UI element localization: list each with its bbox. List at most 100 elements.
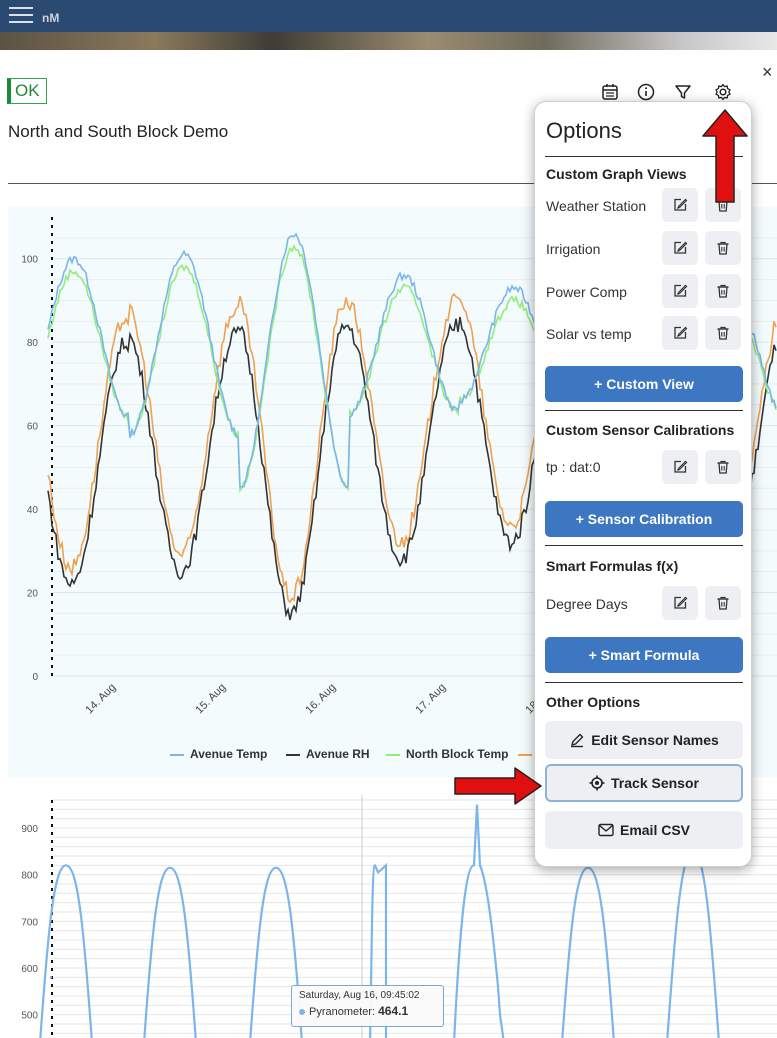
series-line	[143, 866, 197, 1038]
edit-graph-view-button[interactable]	[662, 274, 698, 308]
chart-legend: Avenue Temp Avenue RH North Block Temp	[8, 745, 777, 763]
chart-plot-area[interactable]: 500 600 700 800 900	[8, 790, 777, 1038]
header-banner-image	[0, 32, 777, 50]
trash-icon	[717, 241, 729, 255]
hamburger-menu-icon[interactable]	[9, 7, 33, 25]
edit-icon	[674, 326, 688, 339]
crosshair-icon	[589, 775, 605, 791]
status-badge: OK	[7, 78, 47, 104]
calibration-label: tp : dat:0	[546, 459, 601, 475]
series-dot-icon	[299, 1009, 305, 1016]
mail-icon	[598, 824, 614, 837]
edit-graph-view-button[interactable]	[662, 316, 698, 350]
legend-item[interactable]: Avenue RH	[286, 745, 370, 763]
graph-view-label: Solar vs temp	[546, 326, 632, 342]
tooltip-date: Saturday, Aug 16, 09:45:02	[299, 990, 420, 1001]
y-tick-label: 60	[27, 422, 39, 433]
edit-icon	[674, 596, 688, 609]
section-divider	[545, 156, 743, 157]
trash-icon	[717, 326, 729, 340]
other-options-heading: Other Options	[546, 694, 641, 710]
edit-calibration-button[interactable]	[662, 450, 698, 484]
y-tick-label: 100	[21, 255, 38, 266]
top-nav-bar: nM	[0, 0, 777, 32]
sensor-calibrations-heading: Custom Sensor Calibrations	[546, 422, 735, 438]
legend-label: Avenue RH	[306, 747, 370, 761]
edit-icon	[674, 460, 688, 473]
x-tick-label: 15. Aug	[193, 681, 228, 716]
delete-graph-view-button[interactable]	[705, 316, 741, 350]
page-title: North and South Block Demo	[8, 122, 229, 141]
graph-view-label: Weather Station	[546, 198, 647, 214]
brand-name: nM	[42, 11, 60, 25]
info-icon[interactable]	[636, 82, 656, 102]
y-tick-label: 20	[27, 589, 39, 600]
legend-item[interactable]	[518, 745, 538, 763]
legend-swatch	[286, 753, 300, 756]
graph-view-label: Irrigation	[546, 241, 601, 257]
add-smart-formula-button[interactable]: + Smart Formula	[545, 637, 743, 673]
series-line	[249, 866, 303, 1038]
edit-icon	[674, 241, 688, 254]
chart-tooltip: Saturday, Aug 16, 09:45:02 Pyranometer: …	[291, 985, 444, 1027]
delete-formula-button[interactable]	[705, 586, 741, 620]
tooltip-series: Pyranometer	[309, 1006, 372, 1018]
track-sensor-button[interactable]: Track Sensor	[545, 764, 743, 802]
series-line	[39, 864, 93, 1038]
options-panel: Options Custom Graph Views Weather Stati…	[534, 101, 752, 867]
section-divider	[545, 682, 743, 683]
trash-icon	[717, 596, 729, 610]
filter-icon[interactable]	[673, 82, 693, 102]
section-divider	[545, 545, 743, 546]
trash-icon	[717, 284, 729, 298]
graph-view-label: Power Comp	[546, 284, 627, 300]
custom-graph-views-heading: Custom Graph Views	[546, 166, 687, 182]
red-arrow-right-annotation	[454, 767, 542, 805]
close-icon[interactable]: ×	[762, 62, 773, 82]
options-title: Options	[546, 118, 622, 143]
add-sensor-calibration-button[interactable]: + Sensor Calibration	[545, 501, 743, 537]
edit-sensor-names-label: Edit Sensor Names	[591, 732, 719, 748]
legend-swatch	[518, 753, 532, 756]
y-tick-label: 900	[21, 824, 38, 835]
y-tick-label: 0	[32, 672, 38, 683]
edit-icon	[674, 198, 688, 211]
legend-item[interactable]: Avenue Temp	[170, 745, 267, 763]
y-tick-label: 40	[27, 505, 39, 516]
section-divider	[545, 410, 743, 411]
red-arrow-up-annotation	[702, 109, 748, 203]
tooltip-value: 464.1	[378, 1004, 409, 1018]
series-line	[453, 804, 505, 1038]
edit-sensor-names-button[interactable]: Edit Sensor Names	[545, 721, 743, 759]
trash-icon	[717, 460, 729, 474]
email-csv-label: Email CSV	[619, 822, 691, 838]
y-tick-label: 80	[27, 338, 39, 349]
y-tick-label: 500	[21, 1011, 38, 1022]
delete-calibration-button[interactable]	[705, 450, 741, 484]
x-tick-label: 14. Aug	[83, 681, 118, 716]
edit-graph-view-button[interactable]	[662, 231, 698, 265]
tooltip-value-row: Pyranometer: 464.1	[299, 1004, 436, 1018]
delete-graph-view-button[interactable]	[705, 231, 741, 265]
edit-icon	[674, 284, 688, 297]
formula-label: Degree Days	[546, 596, 628, 612]
edit-graph-view-button[interactable]	[662, 188, 698, 222]
delete-graph-view-button[interactable]	[705, 274, 741, 308]
legend-swatch	[170, 753, 184, 756]
calendar-icon[interactable]	[600, 82, 620, 102]
gear-icon[interactable]	[713, 82, 733, 102]
email-csv-button[interactable]: Email CSV	[545, 811, 743, 849]
legend-label: Avenue Temp	[190, 747, 268, 761]
pencil-icon	[571, 734, 584, 748]
edit-formula-button[interactable]	[662, 586, 698, 620]
series-line	[561, 866, 615, 1038]
add-custom-view-button[interactable]: + Custom View	[545, 366, 743, 402]
legend-label: North Block Temp	[406, 747, 509, 761]
series-line	[666, 850, 720, 1038]
legend-item[interactable]: North Block Temp	[386, 745, 508, 763]
y-tick-label: 700	[21, 917, 38, 928]
smart-formulas-heading: Smart Formulas f(x)	[546, 558, 679, 574]
y-tick-label: 600	[21, 964, 38, 975]
track-sensor-label: Track Sensor	[611, 775, 699, 791]
title-divider	[8, 183, 777, 184]
